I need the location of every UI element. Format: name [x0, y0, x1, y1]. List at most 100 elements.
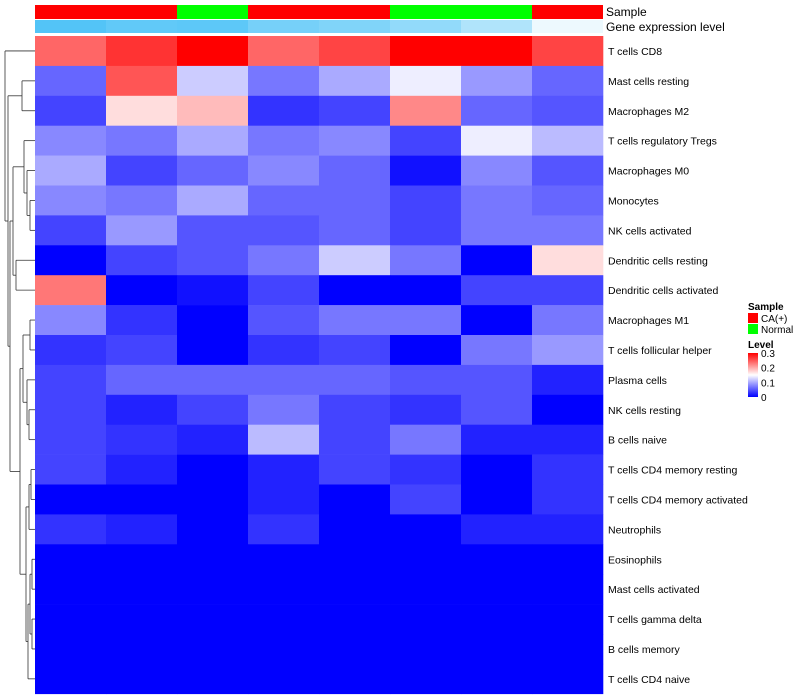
gene-expression-annotation-label: Gene expression level [606, 20, 725, 34]
heatmap-cell [532, 364, 604, 396]
heatmap-cell [461, 155, 533, 186]
legend-level-tick: 0.1 [761, 378, 775, 389]
heatmap-cell [177, 663, 249, 695]
heatmap-cell [35, 36, 107, 67]
heatmap-cell [35, 155, 107, 186]
legend-sample-label: CA(+) [761, 314, 787, 325]
heatmap-cell [319, 36, 391, 67]
row-label: Mast cells resting [608, 76, 689, 88]
heatmap-cell [248, 245, 320, 276]
heatmap-cell [461, 36, 533, 67]
heatmap-cell [461, 275, 533, 306]
heatmap-cell [35, 663, 107, 695]
heatmap-cell [319, 454, 391, 485]
heatmap-cell [248, 215, 320, 246]
heatmap-cell [532, 215, 604, 246]
heatmap-cell [248, 454, 320, 485]
heatmap-cell [177, 484, 249, 515]
gene-expression-annotation-cell [532, 20, 603, 33]
heatmap-cell [461, 574, 533, 605]
row-label: Eosinophils [608, 554, 662, 566]
row-label: NK cells activated [608, 225, 692, 237]
heatmap-cell [532, 634, 604, 665]
heatmap-cells [35, 36, 604, 695]
legend-color-bar [748, 353, 758, 397]
heatmap-cell [532, 185, 604, 216]
heatmap-cell [106, 155, 178, 186]
heatmap-cell [248, 544, 320, 575]
heatmap-cell [106, 484, 178, 515]
row-labels: T cells CD8 Mast cells resting Macrophages… [608, 46, 748, 686]
heatmap-cell [532, 275, 604, 306]
legend-level-title: Level [748, 340, 774, 351]
heatmap-cell [532, 65, 604, 97]
heatmap-cell [390, 305, 462, 336]
legend-sample-label: Normal [761, 325, 793, 336]
row-label: Macrophages M1 [608, 315, 689, 327]
heatmap-cell [390, 484, 462, 515]
gene-expression-annotation-cell [177, 20, 248, 33]
heatmap-cell [390, 185, 462, 216]
heatmap-cell [177, 424, 249, 455]
heatmap-cell [106, 125, 178, 156]
heatmap-cell [461, 514, 533, 545]
gene-expression-annotation-cell [461, 20, 532, 33]
heatmap-cell [248, 514, 320, 545]
row-dendrogram [4, 50, 35, 680]
heatmap-cell [248, 185, 320, 216]
heatmap-cell [106, 424, 178, 455]
heatmap-cell [248, 634, 320, 665]
sample-annotation-cell [319, 5, 390, 19]
row-label: B cells memory [608, 644, 681, 656]
heatmap-cell [532, 394, 604, 425]
gene-expression-annotation-cell [35, 20, 106, 33]
heatmap-cell [461, 185, 533, 216]
heatmap-cell [35, 65, 107, 97]
heatmap-cell [390, 335, 462, 366]
heatmap-cell [177, 364, 249, 396]
heatmap-cell [35, 305, 107, 336]
sample-annotation-cell [106, 5, 177, 19]
heatmap-cell [461, 424, 533, 455]
heatmap-cell [532, 663, 604, 695]
heatmap-cell [390, 663, 462, 695]
heatmap-cell [319, 125, 391, 156]
heatmap-cell [532, 514, 604, 545]
heatmap-cell [35, 125, 107, 156]
heatmap-cell [532, 454, 604, 485]
sample-annotation-label: Sample [606, 5, 647, 19]
heatmap-cell [106, 663, 178, 695]
heatmap-cell [390, 245, 462, 276]
row-label: T cells CD8 [608, 46, 662, 58]
heatmap-cell [461, 454, 533, 485]
heatmap-cell [461, 215, 533, 246]
row-label: Macrophages M2 [608, 106, 689, 118]
heatmap-cell [248, 364, 320, 396]
legend-level-tick: 0 [761, 393, 767, 404]
heatmap-cell [319, 604, 391, 635]
heatmap-cell [106, 364, 178, 396]
heatmap-cell [319, 305, 391, 336]
heatmap-cell [248, 484, 320, 515]
row-label: Neutrophils [608, 524, 661, 536]
heatmap-cell [461, 245, 533, 276]
heatmap-cell [319, 65, 391, 97]
sample-annotation-cell [390, 5, 461, 19]
row-label: T cells regulatory Tregs [608, 136, 717, 148]
heatmap-cell [461, 364, 533, 396]
heatmap-cell [319, 215, 391, 246]
heatmap-cell [106, 275, 178, 306]
heatmap-cell [248, 394, 320, 425]
heatmap-cell [106, 335, 178, 366]
heatmap-cell [532, 484, 604, 515]
row-label: Macrophages M0 [608, 166, 689, 178]
heatmap-cell [390, 364, 462, 396]
heatmap-cell [248, 574, 320, 605]
heatmap-cell [461, 663, 533, 695]
legend-level-tick: 0.2 [761, 364, 775, 375]
heatmap-cell [35, 275, 107, 306]
heatmap-cell [177, 604, 249, 635]
heatmap-cell [35, 335, 107, 366]
row-label: NK cells resting [608, 405, 681, 417]
